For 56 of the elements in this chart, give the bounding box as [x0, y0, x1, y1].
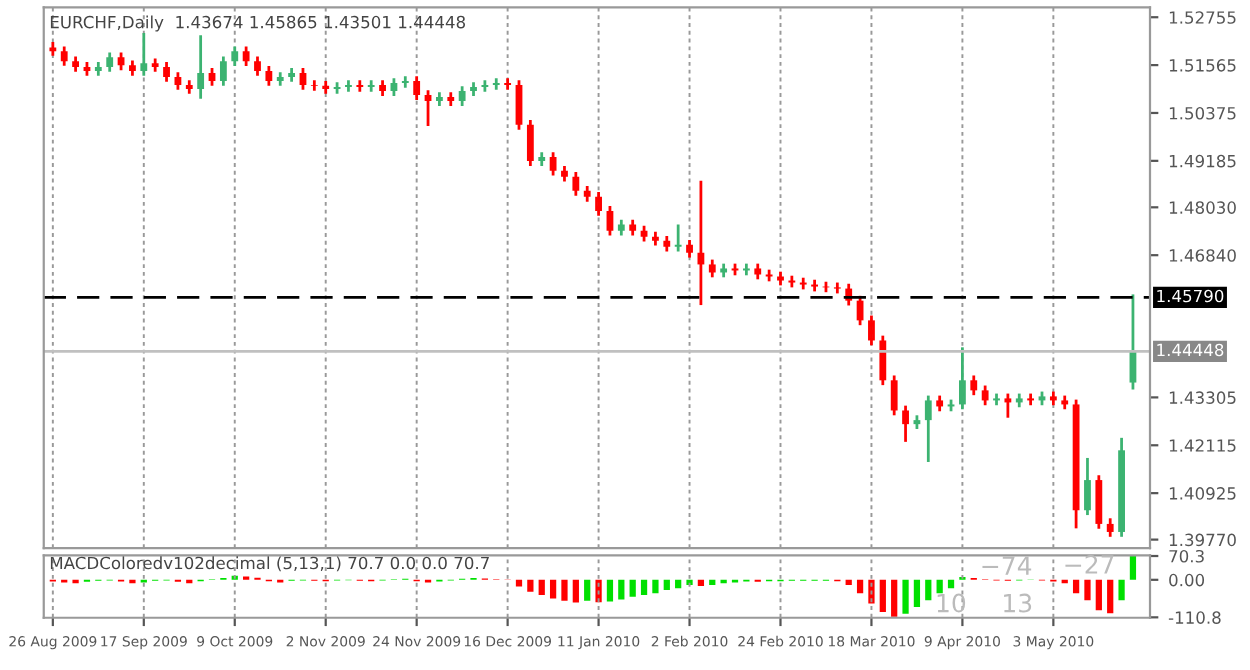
bar — [640, 579, 648, 596]
bar — [947, 579, 955, 589]
bar — [561, 579, 568, 601]
y-tick-label: 1.42115 — [1169, 439, 1236, 452]
bar — [538, 579, 545, 596]
bar — [925, 579, 932, 601]
bar — [1107, 579, 1114, 614]
y-tick-label: 1.51565 — [1169, 59, 1236, 72]
y-tick-label: 0.00 — [1169, 573, 1205, 587]
ref-line-label: 1.45790 — [1157, 289, 1224, 303]
y-tick-label: 1.49185 — [1169, 154, 1236, 168]
bar — [549, 579, 557, 599]
bar — [652, 579, 659, 594]
y-tick-label: 1.39770 — [1169, 533, 1236, 547]
bar — [1072, 579, 1080, 594]
bar — [902, 579, 909, 614]
bar — [663, 579, 670, 590]
y-tick-label: 1.43305 — [1169, 391, 1236, 404]
bar — [856, 579, 864, 594]
bar — [686, 579, 693, 585]
bar — [606, 579, 614, 602]
bar — [1129, 555, 1137, 580]
chart-title: EURCHF,Daily 1.43674 1.45865 1.43501 1.44448 — [50, 15, 466, 32]
bar — [515, 579, 523, 587]
candlestick — [833, 281, 841, 295]
bar — [618, 579, 625, 600]
y-tick-label: 1.46840 — [1169, 249, 1236, 262]
annotation: 13 — [1004, 593, 1032, 613]
annotation: 10 — [937, 593, 966, 613]
bar — [675, 579, 682, 589]
bar — [936, 579, 943, 594]
y-tick-label: 70.3 — [1169, 549, 1204, 563]
annotation: −74 — [982, 556, 1032, 575]
bar — [595, 579, 602, 603]
bar — [1084, 579, 1091, 601]
bar — [891, 579, 898, 617]
bar — [1118, 579, 1125, 601]
bar — [879, 579, 886, 612]
annotation: −27 — [1065, 554, 1114, 574]
bar — [697, 579, 705, 586]
bar — [527, 579, 534, 592]
bar — [845, 579, 852, 585]
bar — [572, 579, 579, 603]
y-tick-label: 1.40925 — [1169, 487, 1236, 500]
chart-title: MACDColoredv102decimal (5,13,1) 70.7 0.0 0.0 70.7 — [50, 556, 489, 572]
bar — [913, 579, 921, 607]
y-tick-label: -110.8 — [1168, 611, 1221, 624]
bar — [1095, 579, 1102, 611]
y-tick-label: 1.50375 — [1169, 106, 1236, 120]
bar — [709, 579, 716, 585]
y-tick-label: 1.52755 — [1169, 11, 1236, 24]
y-tick-label: 1.48030 — [1169, 201, 1236, 214]
bar — [868, 579, 875, 604]
bar — [629, 579, 636, 597]
bar — [584, 579, 591, 601]
ref-line-label: 1.44448 — [1157, 343, 1224, 357]
